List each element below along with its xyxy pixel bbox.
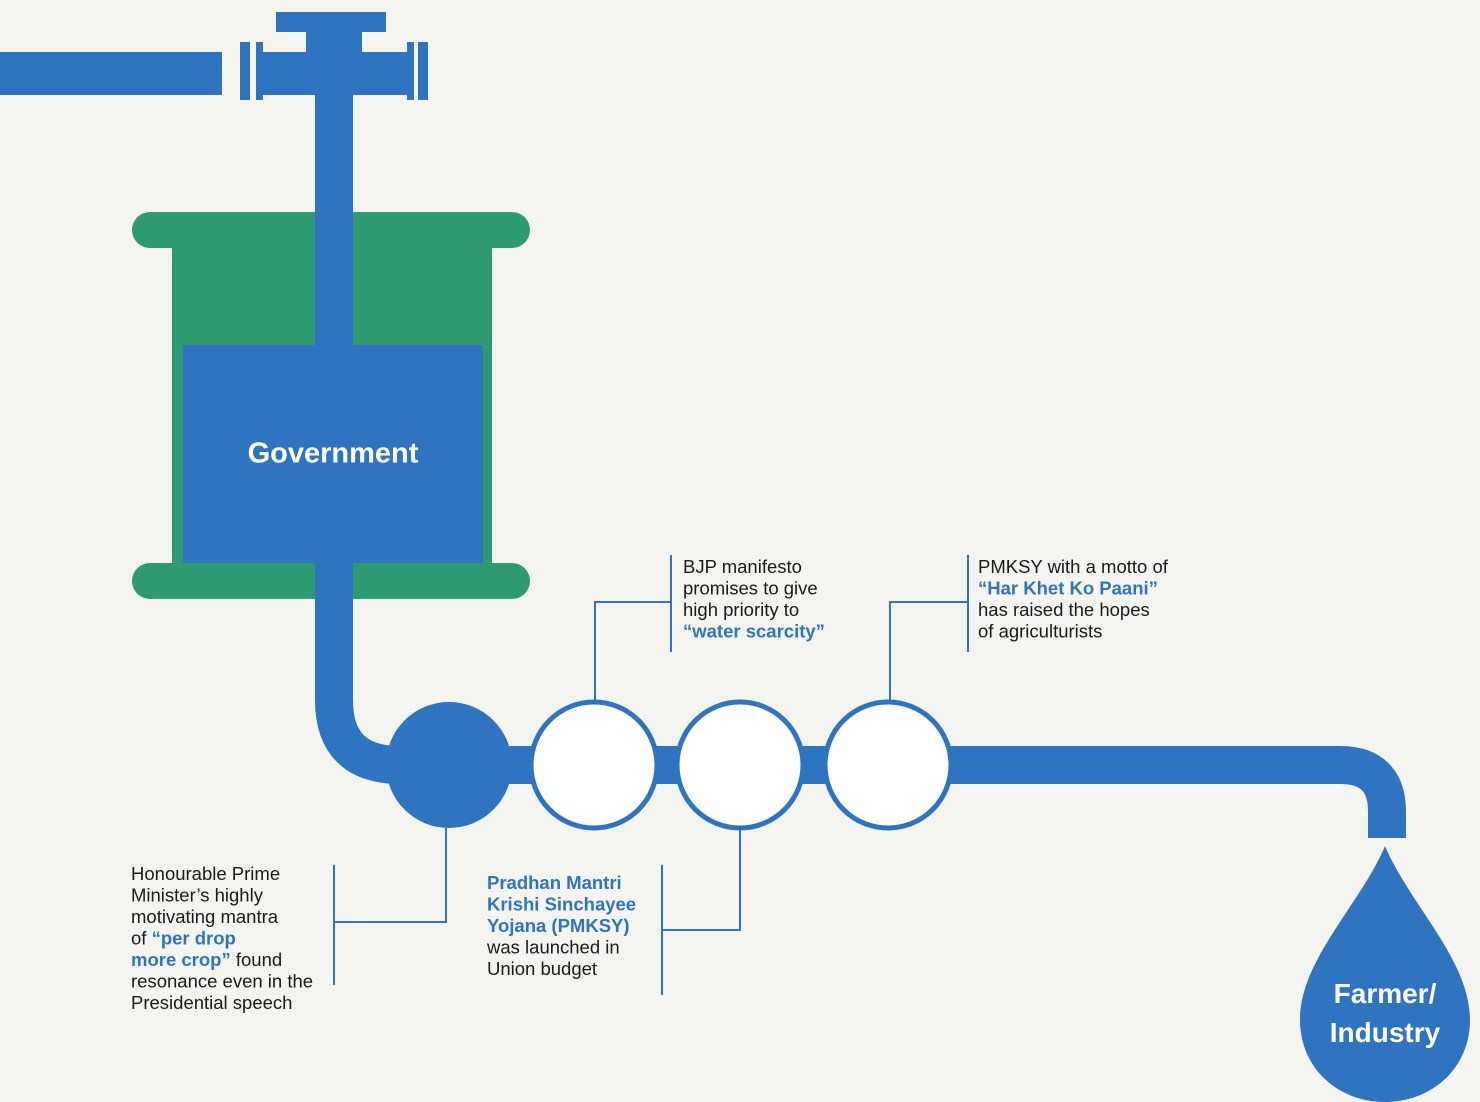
infographic: Government Farmer/Industry Honourable Pri… — [0, 0, 1480, 1102]
callout-highlight: Krishi Sinchayee — [487, 894, 636, 915]
milestone — [825, 702, 951, 828]
destination-label-line: Industry — [1330, 1017, 1441, 1048]
flange — [256, 42, 263, 100]
callout-line: PMKSY with a motto of — [978, 556, 1169, 577]
destination-label-line: Farmer/ — [1334, 978, 1437, 1009]
callout-line: has raised the hopes — [978, 599, 1150, 620]
tee — [263, 52, 407, 95]
callout-line: Honourable Prime — [131, 863, 280, 884]
inlet-pipe — [0, 52, 222, 95]
callout-line: motivating mantra — [131, 906, 279, 927]
callout-highlight: Pradhan Mantri — [487, 872, 622, 893]
callout-line: Minister’s highly — [131, 885, 264, 906]
callout-line: of — [131, 928, 152, 949]
handle — [276, 12, 386, 32]
callout-line: resonance even in the — [131, 971, 313, 992]
callout-highlight: “Har Khet Ko Paani” — [978, 578, 1158, 599]
milestone — [677, 702, 803, 828]
callout-highlight: more crop” — [131, 949, 231, 970]
callout-line: Presidential speech — [131, 992, 292, 1013]
callout-line: BJP manifesto — [683, 556, 802, 577]
page: Government Farmer/Industry Honourable Pri… — [0, 0, 1480, 1102]
callout-line: found — [231, 949, 282, 970]
callout-line: of agriculturists — [978, 621, 1102, 642]
callout-highlight: “per drop — [152, 928, 236, 949]
callout-line: was launched in — [486, 937, 620, 958]
callout-highlight: Yojana (PMKSY) — [487, 915, 630, 936]
source-label: Government — [248, 438, 419, 470]
flange — [418, 42, 428, 100]
flange — [240, 42, 250, 100]
callout-highlight: “water scarcity” — [683, 621, 825, 642]
milestone — [531, 702, 657, 828]
milestone — [386, 702, 512, 828]
callout-line: high priority to — [683, 599, 799, 620]
callout-line: Union budget — [487, 958, 597, 979]
callout-line: promises to give — [683, 578, 818, 599]
flange — [407, 42, 414, 100]
